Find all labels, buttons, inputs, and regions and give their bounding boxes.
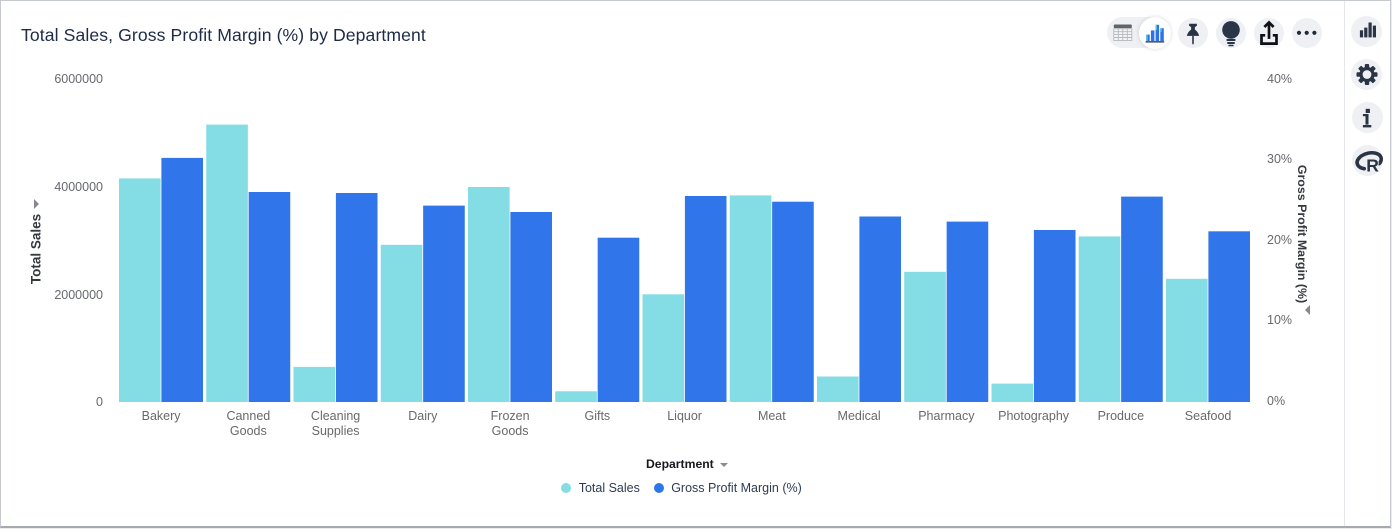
svg-text:R: R [1366, 155, 1379, 175]
